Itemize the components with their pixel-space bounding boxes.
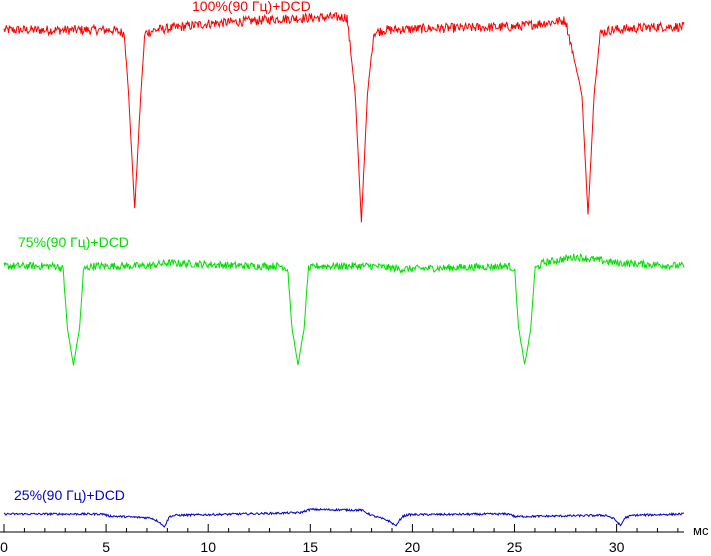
x-tick-label: 10 <box>200 539 216 555</box>
x-tick-label: 15 <box>303 539 319 555</box>
x-tick-label: 25 <box>507 539 523 555</box>
series-line-3 <box>3 507 685 528</box>
series-label-3: 25%(90 Гц)+DCD <box>14 487 125 503</box>
x-tick-label: 20 <box>405 539 421 555</box>
x-tick-label: 5 <box>102 539 110 555</box>
series-label-1: 100%(90 Гц)+DCD <box>192 0 311 14</box>
series-labels: 100%(90 Гц)+DCD 75%(90 Гц)+DCD 25%(90 Гц)+… <box>14 0 311 503</box>
series-line-2 <box>3 253 685 366</box>
series-layer <box>3 11 685 528</box>
series-line-1 <box>3 11 685 223</box>
series-label-2: 75%(90 Гц)+DCD <box>18 234 129 250</box>
x-axis: 0 5 10 15 20 25 30 мс <box>0 523 709 555</box>
x-tick-label: 30 <box>609 539 625 555</box>
x-axis-unit-label: мс <box>693 523 709 538</box>
x-tick-label: 0 <box>0 539 8 555</box>
